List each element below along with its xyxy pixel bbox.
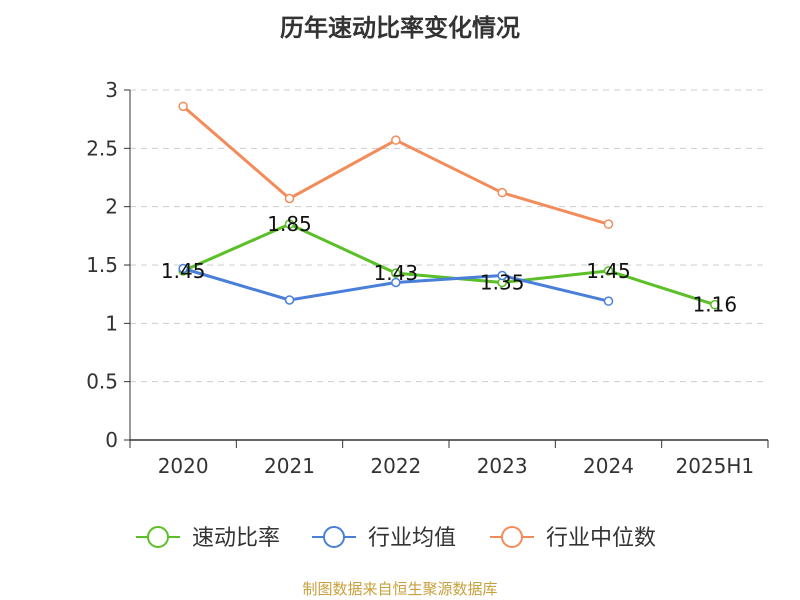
data-label: 1.45: [586, 259, 631, 283]
data-label: 1.16: [693, 293, 738, 317]
y-tick-label: 1: [105, 311, 118, 335]
data-labels: 1.45 1.85 1.43 1.35 1.45 1.16: [161, 212, 737, 316]
legend-marker: [501, 526, 523, 548]
data-point: [391, 268, 401, 278]
legend-item: 速动比率: [136, 526, 280, 551]
data-point: [497, 187, 507, 198]
y-tick-label: 0.5: [86, 370, 118, 394]
data-label: 1.45: [161, 259, 206, 283]
data-point: [284, 193, 295, 204]
legend-label: 行业均值: [368, 526, 456, 551]
data-point: [710, 299, 720, 310]
series-layer: [178, 101, 720, 310]
series-0: [178, 219, 720, 310]
axes: 0 0.5 1 1.5 2 2.5 3 2020 2021 2022 2023 2024 2025H1: [86, 78, 769, 478]
y-tick-label: 1.5: [86, 253, 118, 277]
series-2: [178, 101, 614, 229]
data-point: [284, 219, 295, 229]
data-point: [391, 135, 401, 145]
data-point: [391, 277, 401, 288]
x-tick-label: 2022: [370, 454, 421, 478]
x-tick-label: 2023: [477, 454, 528, 478]
grid-lines: [130, 89, 768, 383]
x-tick-label: 2020: [158, 454, 209, 478]
data-label: 1.43: [374, 261, 419, 285]
y-tick-label: 3: [105, 78, 118, 102]
source-note: 制图数据来自恒生聚源数据库: [302, 580, 498, 598]
y-tick-label: 0: [105, 428, 118, 452]
data-label: 1.35: [480, 271, 525, 295]
x-tick-label: 2021: [264, 454, 315, 478]
data-point: [603, 219, 614, 229]
data-point: [284, 295, 295, 305]
data-label: 1.85: [267, 212, 312, 236]
x-tick-label: 2024: [583, 454, 634, 478]
chart-title: 历年速动比率变化情况: [280, 14, 520, 42]
legend-label: 速动比率: [192, 526, 280, 551]
legend-marker: [323, 526, 345, 548]
legend-label: 行业中位数: [546, 526, 656, 551]
data-point: [178, 101, 188, 112]
series-1: [178, 263, 614, 306]
data-point: [178, 263, 188, 274]
data-point: [603, 296, 614, 306]
legend-item: 行业中位数: [490, 526, 656, 551]
legend-item: 行业均值: [312, 526, 456, 551]
data-point: [603, 266, 614, 276]
y-tick-label: 2: [105, 195, 118, 219]
data-point: [497, 270, 507, 281]
legend-marker: [147, 526, 169, 548]
legend: 速动比率 行业均值 行业中位数: [136, 526, 656, 551]
y-tick-label: 2.5: [86, 136, 118, 160]
x-tick-label: 2025H1: [675, 454, 754, 478]
